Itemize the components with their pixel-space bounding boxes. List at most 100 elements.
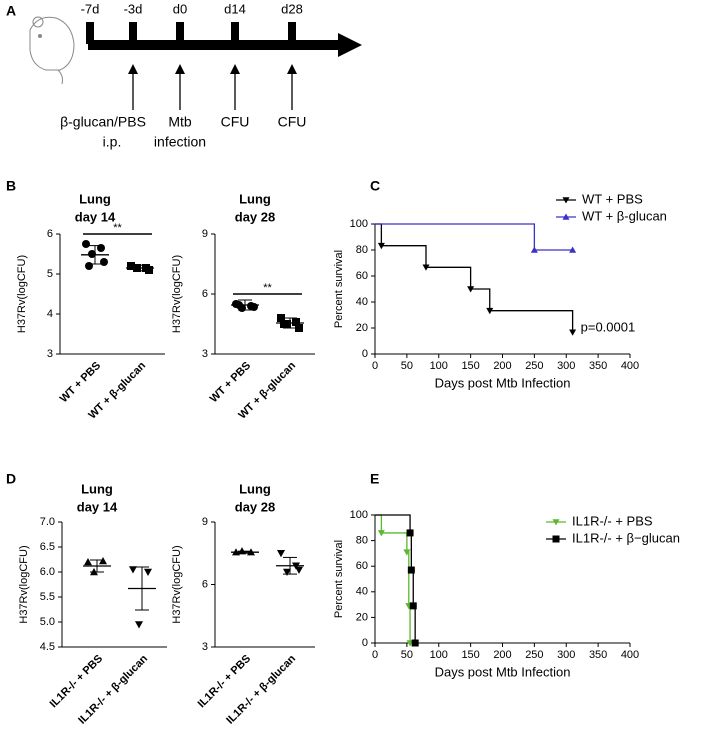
survival-step: [375, 223, 536, 250]
y-tick-label: 100: [350, 509, 368, 521]
chart-title: Lung: [239, 191, 271, 206]
event-label: i.p.: [103, 134, 122, 150]
y-tick-label: 6.0: [40, 566, 55, 578]
event-arrowhead: [230, 64, 240, 74]
event-label: infection: [154, 134, 206, 150]
y-tick-label: 5: [47, 268, 53, 280]
y-tick-label: 3: [202, 641, 208, 653]
survival-step: [410, 532, 412, 571]
y-tick-label: 0: [362, 348, 368, 360]
legend-label: WT + PBS: [582, 191, 643, 206]
legend-label: IL1R-/- + β−glucan: [572, 530, 680, 545]
point: [411, 639, 419, 647]
point: [569, 329, 577, 336]
x-axis-label: Days post Mtb Infection: [435, 664, 571, 679]
survival-step: [411, 569, 414, 606]
x-tick-label: 50: [401, 649, 413, 661]
point: [85, 262, 93, 270]
x-tick-label: 100: [430, 649, 448, 661]
x-tick-label: 350: [589, 649, 607, 661]
legend-marker: [562, 213, 570, 220]
y-tick-label: 6: [202, 578, 208, 590]
event-label: CFU: [221, 114, 250, 130]
chart-title: Lung: [81, 481, 113, 496]
point: [82, 240, 90, 248]
point: [467, 286, 475, 293]
point: [277, 314, 285, 322]
timeline-tick: [176, 22, 184, 44]
x-tick-label: 0: [372, 649, 378, 661]
y-tick-label: 6: [202, 288, 208, 300]
point: [486, 307, 494, 315]
point: [292, 318, 300, 326]
significance-label: **: [113, 222, 122, 234]
x-tick-label: WT + PBS: [208, 360, 253, 405]
x-tick-label: 400: [621, 649, 639, 661]
point: [100, 258, 108, 266]
y-tick-label: 6: [47, 228, 53, 240]
legend-marker: [552, 535, 560, 543]
y-tick-label: 80: [356, 244, 368, 256]
y-tick-label: 3: [47, 348, 53, 360]
legend-marker: [552, 519, 560, 526]
y-tick-label: 4: [47, 308, 53, 320]
day-label: d14: [224, 1, 246, 16]
panel-label: E: [370, 471, 379, 487]
panel-label: B: [6, 178, 16, 194]
y-tick-label: 5.5: [40, 591, 55, 603]
survival-step: [375, 223, 383, 246]
significance-label: **: [263, 282, 272, 294]
point: [295, 324, 303, 332]
x-tick-label: WT + PBS: [58, 360, 103, 405]
point: [145, 266, 153, 274]
point: [84, 558, 92, 566]
day-label: d28: [281, 1, 303, 16]
x-axis-label: Days post Mtb Infection: [435, 375, 571, 390]
legend-label: IL1R-/- + PBS: [572, 513, 653, 528]
chart-title: day 14: [75, 209, 116, 224]
point: [283, 568, 291, 576]
event-label: CFU: [278, 114, 307, 130]
survival-step: [375, 514, 411, 533]
event-arrowhead: [287, 64, 297, 74]
panel-label: C: [370, 178, 380, 194]
x-tick-label: 400: [621, 360, 639, 372]
timeline-tick: [86, 22, 94, 44]
chart-title: Lung: [79, 191, 111, 206]
event-arrowhead: [175, 64, 185, 74]
survival-step: [406, 551, 410, 606]
y-tick-label: 9: [202, 228, 208, 240]
chart-title: day 28: [235, 209, 275, 224]
survival-step: [470, 288, 491, 311]
point: [99, 557, 107, 565]
y-tick-label: 0: [362, 637, 368, 649]
legend-label: WT + β-glucan: [582, 208, 667, 223]
y-tick-label: 20: [356, 611, 368, 623]
event-label: Mtb: [168, 114, 192, 130]
y-tick-label: 100: [350, 218, 368, 230]
day-label: -7d: [81, 1, 100, 16]
timeline-tick: [129, 22, 137, 44]
y-tick-label: 20: [356, 322, 368, 334]
x-tick-label: 0: [372, 360, 378, 372]
point: [277, 550, 285, 558]
timeline-bar: [88, 33, 362, 57]
point: [406, 529, 414, 537]
y-axis-label: H37Rv(logCFU): [171, 545, 183, 623]
y-tick-label: 5.0: [40, 616, 55, 628]
timeline-tick: [231, 22, 239, 44]
y-tick-label: 3: [202, 348, 208, 360]
mouse-icon: [29, 16, 75, 85]
point: [409, 602, 417, 610]
y-tick-label: 40: [356, 296, 368, 308]
day-label: d0: [173, 1, 187, 16]
x-tick-label: 200: [493, 360, 511, 372]
y-tick-label: 60: [356, 560, 368, 572]
x-tick-label: 50: [401, 360, 413, 372]
panel-label: A: [6, 3, 16, 19]
point: [144, 568, 152, 576]
x-tick-label: 150: [461, 360, 479, 372]
chart-title: Lung: [239, 481, 271, 496]
